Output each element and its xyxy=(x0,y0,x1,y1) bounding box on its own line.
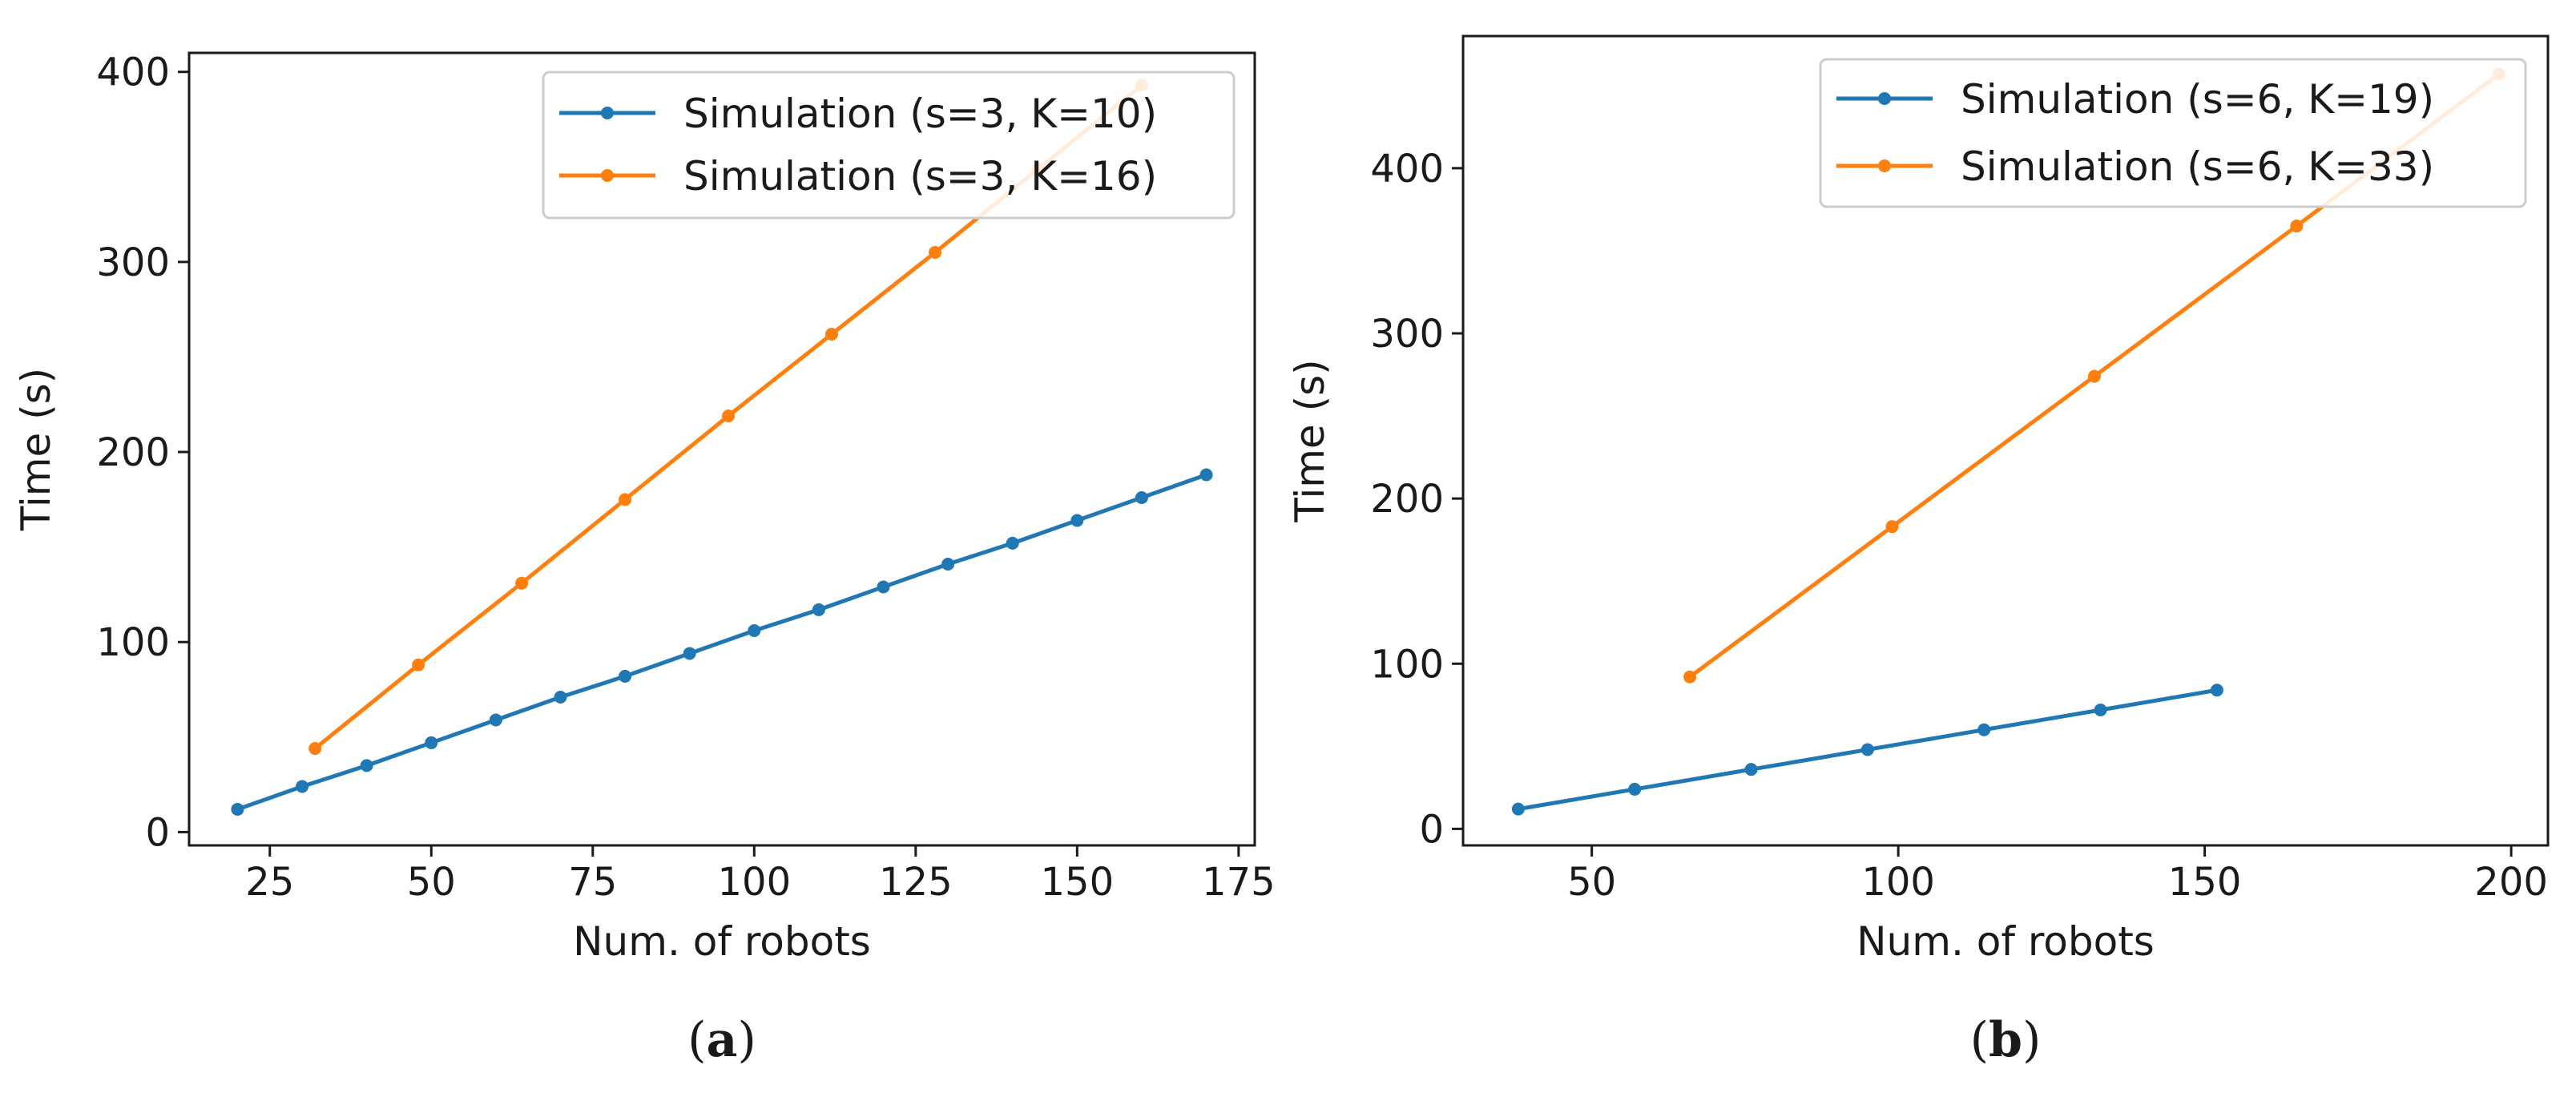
legend-marker-2 xyxy=(1878,159,1891,172)
y-tick-label: 200 xyxy=(96,430,170,475)
series-1-point xyxy=(1070,514,1084,527)
caption: (a) xyxy=(687,1012,756,1068)
legend-box xyxy=(542,71,1236,220)
legend-box xyxy=(1819,58,2527,208)
series-1-point xyxy=(1135,490,1148,504)
x-tick-label: 100 xyxy=(717,860,791,905)
legend-label-1: Simulation (s=6, K=19) xyxy=(1961,76,2434,123)
legend: Simulation (s=3, K=10) Simulation (s=3, K… xyxy=(542,71,1236,220)
series-1-point xyxy=(2210,684,2223,697)
legend: Simulation (s=6, K=19) Simulation (s=6, K… xyxy=(1819,58,2527,208)
y-tick-label: 400 xyxy=(1370,147,1444,192)
x-tick-label: 150 xyxy=(2168,860,2242,905)
series-2-point xyxy=(2087,369,2101,383)
x-axis-label: Num. of robots xyxy=(1856,918,2155,965)
series-2-point xyxy=(412,658,425,672)
series-2-point xyxy=(515,576,529,590)
series-2-point xyxy=(619,493,632,506)
legend-marker-2 xyxy=(601,169,614,182)
series-1-point xyxy=(748,623,761,637)
series-1-point xyxy=(1977,723,1991,736)
x-tick-label: 75 xyxy=(568,860,617,905)
series-1-point xyxy=(554,691,567,704)
series-2-point xyxy=(929,246,941,260)
series-1-point xyxy=(812,603,825,616)
series-2-point xyxy=(722,409,736,422)
series-1-point xyxy=(683,647,696,660)
caption: (b) xyxy=(1970,1012,2042,1068)
caption-letter: b xyxy=(1989,1012,2022,1068)
y-axis-label: Time (s) xyxy=(1287,359,1333,522)
series-1-point xyxy=(489,713,502,727)
series-1-point xyxy=(1628,782,1642,796)
series-2-point xyxy=(825,328,839,341)
series-1-point xyxy=(231,802,244,816)
x-tick-label: 100 xyxy=(1861,860,1935,905)
y-tick-label: 200 xyxy=(1370,477,1444,522)
x-tick-label: 150 xyxy=(1041,860,1115,905)
caption-letter: a xyxy=(707,1012,738,1068)
y-axis-label: Time (s) xyxy=(13,368,59,531)
series-1-point xyxy=(1744,763,1758,776)
series-1-point xyxy=(1860,743,1874,756)
chart-b: 50 100 150 200 0 100 200 300 400 Num. of robots Ti… xyxy=(1287,34,2550,1068)
series-2-point xyxy=(1683,670,1697,684)
x-tick-label: 200 xyxy=(2474,860,2548,905)
y-tick-label: 100 xyxy=(1370,642,1444,687)
series-2-point xyxy=(308,742,322,756)
y-tick-label: 0 xyxy=(1419,807,1444,852)
legend-marker-1 xyxy=(601,107,614,119)
y-tick-label: 0 xyxy=(145,810,170,855)
y-tick-label: 300 xyxy=(96,240,170,285)
series-1-point xyxy=(877,580,890,594)
series-1-point xyxy=(1199,468,1213,482)
x-tick-label: 175 xyxy=(1202,860,1276,905)
series-line-1 xyxy=(236,473,1207,812)
series-1-point xyxy=(619,669,632,683)
y-tick-label: 100 xyxy=(96,620,170,665)
legend-label-2: Simulation (s=6, K=33) xyxy=(1961,143,2434,190)
series-1-point xyxy=(1511,802,1525,816)
series-1-point xyxy=(941,557,955,571)
series-1-point xyxy=(1006,536,1019,550)
x-tick-label: 50 xyxy=(1567,860,1616,905)
legend-label-1: Simulation (s=3, K=10) xyxy=(683,91,1157,137)
series-1-point xyxy=(296,780,309,793)
series-1-point xyxy=(2094,703,2107,716)
legend-marker-1 xyxy=(1878,92,1891,105)
x-axis-label: Num. of robots xyxy=(573,918,871,965)
x-tick-label: 125 xyxy=(879,860,953,905)
chart-a: 25 50 75 100 125 150 175 0 100 200 300 400 Num. of r… xyxy=(13,50,1276,1068)
series-2-point xyxy=(2290,220,2304,233)
series-1-point xyxy=(360,759,373,772)
series-2-point xyxy=(1885,520,1899,534)
y-tick-label: 400 xyxy=(96,50,170,95)
x-tick-label: 25 xyxy=(245,860,294,905)
series-1-point xyxy=(425,736,438,749)
x-tick-label: 50 xyxy=(407,860,456,905)
y-tick-label: 300 xyxy=(1370,312,1444,357)
legend-label-2: Simulation (s=3, K=16) xyxy=(683,153,1157,200)
